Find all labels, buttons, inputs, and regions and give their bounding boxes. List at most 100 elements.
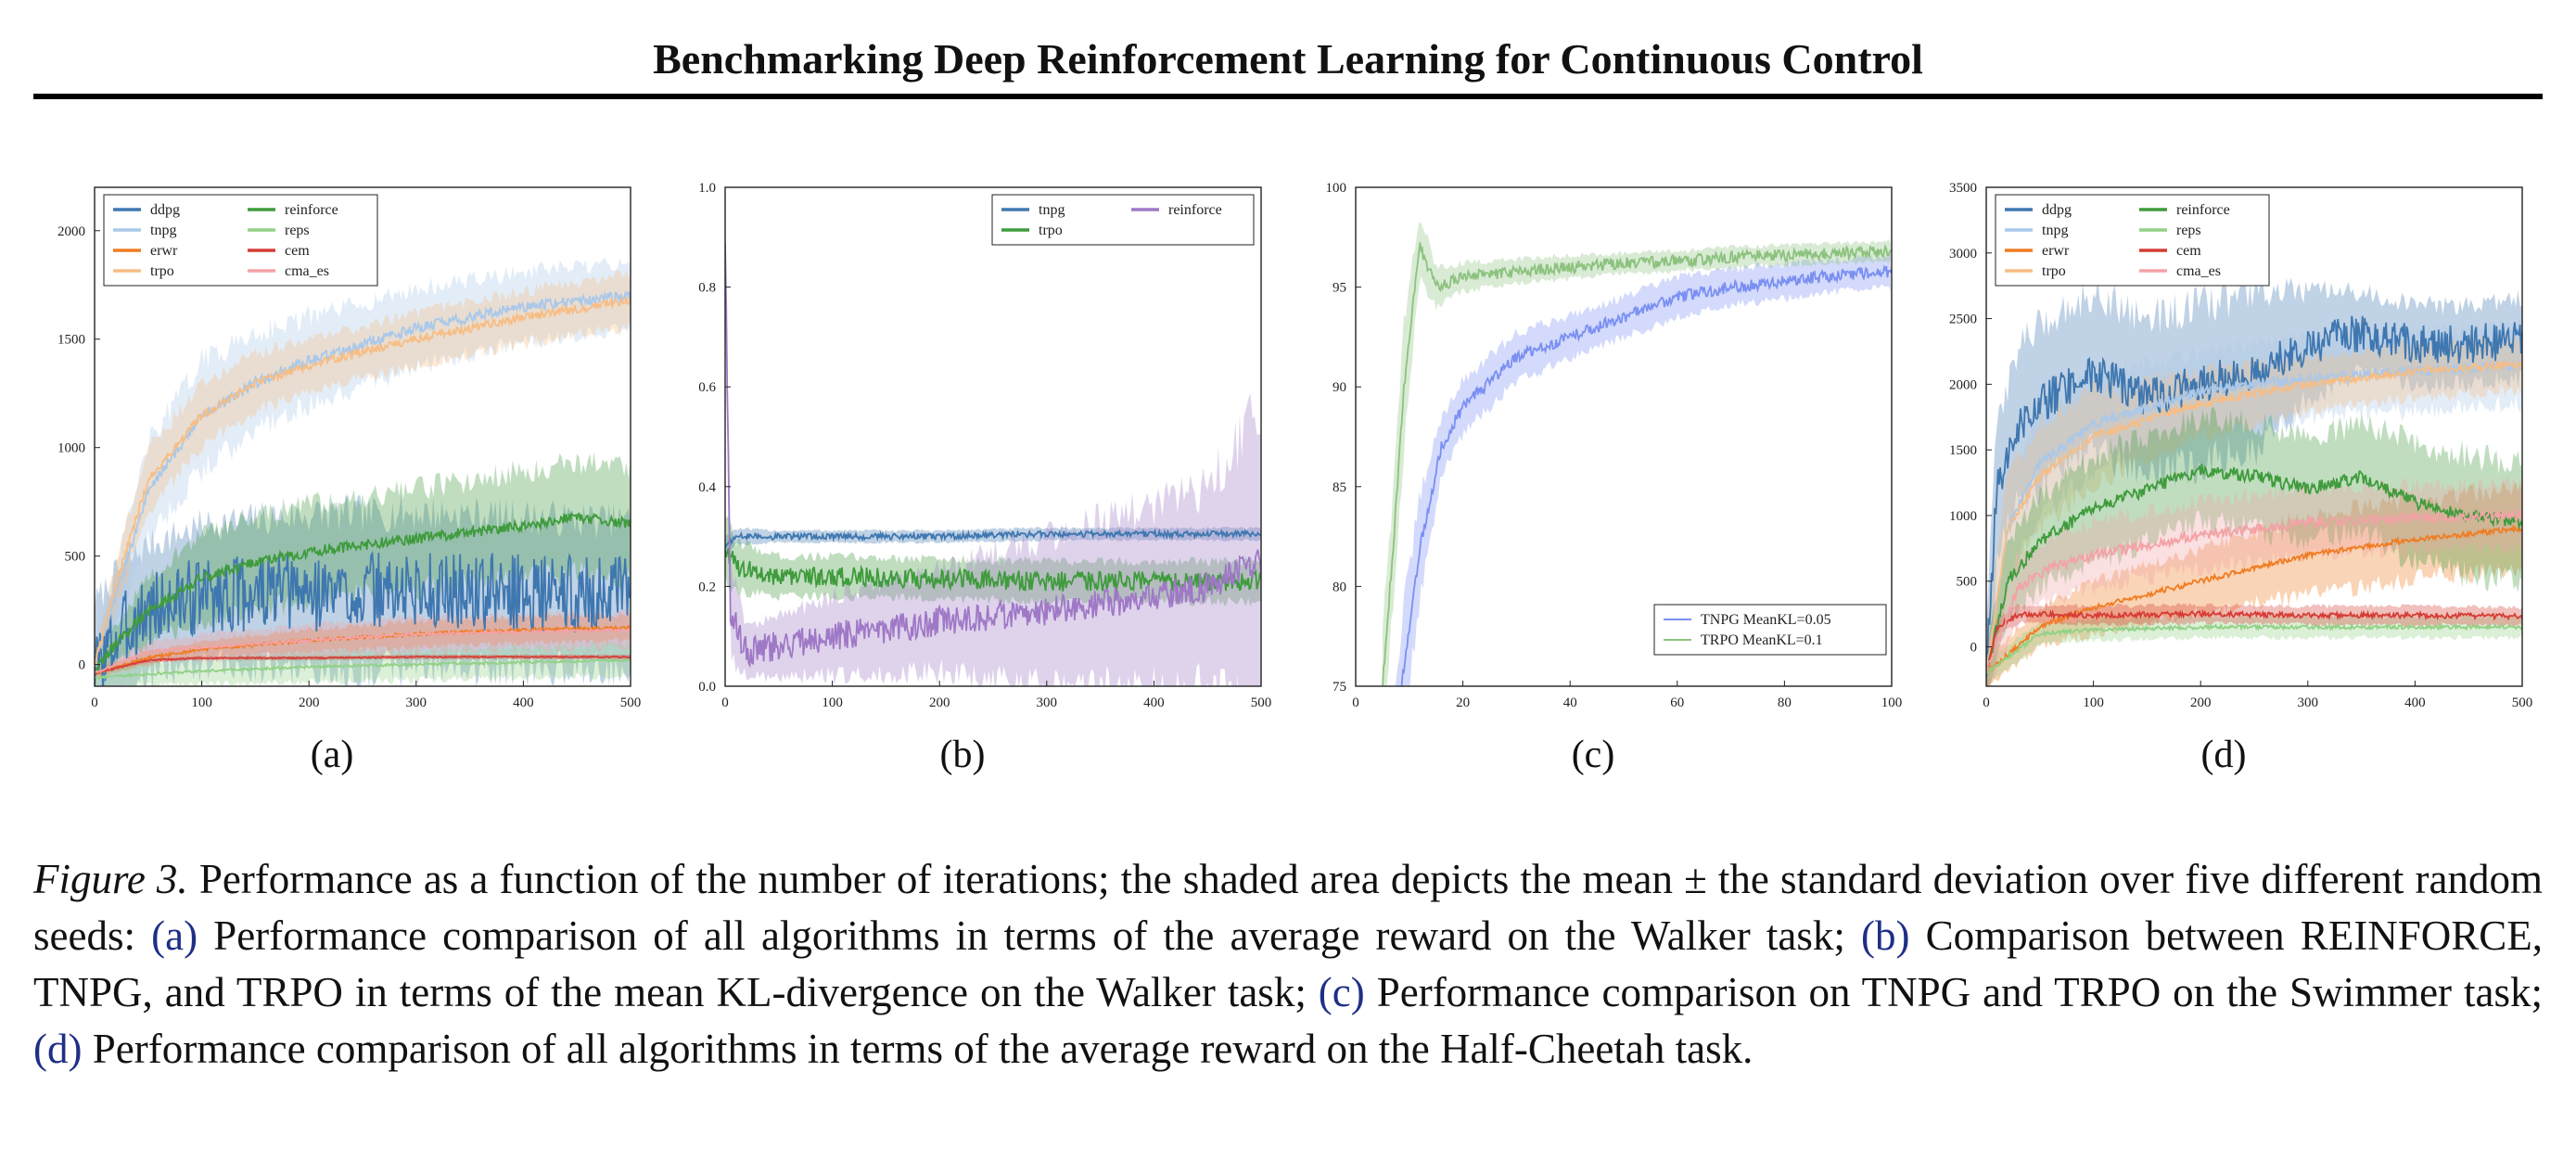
series-ddpg xyxy=(1986,315,2522,678)
legend-label: cem xyxy=(2176,243,2201,259)
x-tick-label: 300 xyxy=(406,695,427,710)
legend-label: reinforce xyxy=(1168,202,1222,218)
x-tick-label: 20 xyxy=(1456,695,1470,710)
legend-label: erwr xyxy=(150,243,178,259)
y-tick-label: 75 xyxy=(1333,680,1346,695)
band-tnpg xyxy=(1986,316,2522,686)
legend-frame xyxy=(103,194,378,287)
band-cem xyxy=(1986,603,2522,680)
caption-ref-d[interactable]: (d) xyxy=(33,1026,83,1072)
legend-frame xyxy=(1995,194,2270,287)
series-tnpg-meankl-0-05 xyxy=(1400,264,1892,686)
series-trpo xyxy=(1986,359,2522,674)
legend-label: trpo xyxy=(1039,223,1063,238)
band-reinforce xyxy=(95,452,631,677)
y-tick-label: 85 xyxy=(1333,480,1346,495)
legend: tnpg trpo reinforce xyxy=(991,194,1255,246)
legend-label: TNPG MeanKL=0.05 xyxy=(1701,612,1831,628)
axes-frame xyxy=(94,186,631,687)
axes-frame xyxy=(1355,186,1893,687)
legend-label: reinforce xyxy=(2176,202,2230,218)
band-ddpg xyxy=(95,493,631,686)
legend-label: trpo xyxy=(150,263,174,279)
sublabel-d: (d) xyxy=(2200,734,2247,776)
series-reinforce xyxy=(95,512,631,674)
y-tick-label: 80 xyxy=(1333,580,1346,594)
band-tnpg xyxy=(95,257,631,676)
axes-frame xyxy=(724,186,1262,687)
y-tick-label: 3000 xyxy=(1949,247,1977,262)
legend-frame xyxy=(991,194,1255,246)
x-tick-label: 80 xyxy=(1778,695,1792,710)
y-tick-label: 0.2 xyxy=(698,580,716,594)
band-reps xyxy=(95,642,631,686)
running-header: Benchmarking Deep Reinforcement Learning… xyxy=(653,35,1923,83)
y-tick-label: 1000 xyxy=(1949,509,1977,524)
x-tick-label: 400 xyxy=(1143,695,1165,710)
x-tick-label: 200 xyxy=(299,695,320,710)
y-tick-label: 2000 xyxy=(57,224,85,239)
legend-label: cma_es xyxy=(2176,263,2221,279)
x-tick-label: 100 xyxy=(1881,695,1903,710)
legend-label: trpo xyxy=(2042,263,2066,279)
y-tick-label: 95 xyxy=(1333,281,1346,296)
band-trpo xyxy=(1986,333,2522,686)
band-cma-es xyxy=(95,608,631,678)
series-reinforce xyxy=(1986,464,2522,674)
band-cma-es xyxy=(1986,475,2522,686)
caption-text-5: Performance comparison of all algorithms… xyxy=(82,1026,1753,1072)
legend-label: tnpg xyxy=(2042,223,2068,238)
legend-label: cem xyxy=(285,243,310,259)
sublabel-a: (a) xyxy=(310,734,354,776)
plot-area xyxy=(95,257,631,686)
chart-d: 0 100 200 300 400 500 0 500 1000 1500 2000 2500 3000… xyxy=(1949,181,2532,710)
x-tick-label: 300 xyxy=(1037,695,1058,710)
band-trpo-meankl-0-1 xyxy=(1382,222,1891,686)
x-tick-label: 100 xyxy=(2083,695,2104,710)
chart-c: 0 20 40 60 80 100 75 80 85 90 95 100 TNPG MeanKL=0.0… xyxy=(1326,181,1903,710)
y-tick-label: 500 xyxy=(1957,575,1978,590)
caption-ref-b[interactable]: (b) xyxy=(1860,912,1910,959)
x-tick-label: 0 xyxy=(1983,695,1990,710)
header-rule xyxy=(33,94,2543,99)
caption-ref-c[interactable]: (c) xyxy=(1318,969,1365,1015)
x-tick-label: 0 xyxy=(721,695,729,710)
y-tick-label: 0.6 xyxy=(698,380,716,395)
legend-label: reinforce xyxy=(285,202,338,218)
plot-area xyxy=(725,192,1261,686)
series-erwr xyxy=(95,624,631,675)
y-tick-label: 1500 xyxy=(1949,443,1977,458)
legend-label: erwr xyxy=(2042,243,2070,259)
caption-text-3: Comparison between REINFORCE, TNPG, and … xyxy=(33,912,2544,1015)
chart-b: 0 100 200 300 400 500 0.0 0.2 0.4 0.6 0.8 1.0 tnpg tr… xyxy=(698,181,1271,710)
legend-label: reps xyxy=(285,223,310,238)
y-tick-label: 1000 xyxy=(57,441,85,456)
legend: ddpg tnpg erwr trpo reinforce reps cem cma_es xyxy=(103,194,378,287)
band-erwr xyxy=(95,612,631,678)
legend-label: reps xyxy=(2176,223,2201,238)
series-cma-es xyxy=(95,627,631,674)
y-tick-label: 2000 xyxy=(1949,377,1977,392)
x-tick-label: 400 xyxy=(2404,695,2426,710)
caption-text-2: Performance comparison of all algorithms… xyxy=(198,912,1861,959)
x-tick-label: 100 xyxy=(822,695,843,710)
x-tick-label: 0 xyxy=(91,695,98,710)
y-tick-label: 2500 xyxy=(1949,313,1977,327)
legend-label: cma_es xyxy=(285,263,329,279)
y-tick-label: 0 xyxy=(79,658,86,673)
band-cem xyxy=(95,654,631,676)
series-cem xyxy=(95,655,631,675)
series-ddpg xyxy=(95,551,631,686)
y-tick-label: 0 xyxy=(1970,641,1978,656)
legend-label: tnpg xyxy=(150,223,176,238)
series-cem xyxy=(1986,608,2522,674)
x-tick-label: 40 xyxy=(1563,695,1577,710)
band-reinforce xyxy=(1986,406,2522,686)
x-tick-label: 0 xyxy=(1352,695,1359,710)
caption-ref-a[interactable]: (a) xyxy=(151,912,198,959)
y-tick-label: 1.0 xyxy=(698,181,716,196)
series-reps xyxy=(1986,622,2522,674)
legend: ddpg tnpg erwr trpo reinforce reps cem cma_es xyxy=(1995,194,2270,287)
sublabel-b: (b) xyxy=(939,734,986,776)
y-tick-label: 500 xyxy=(65,550,86,565)
